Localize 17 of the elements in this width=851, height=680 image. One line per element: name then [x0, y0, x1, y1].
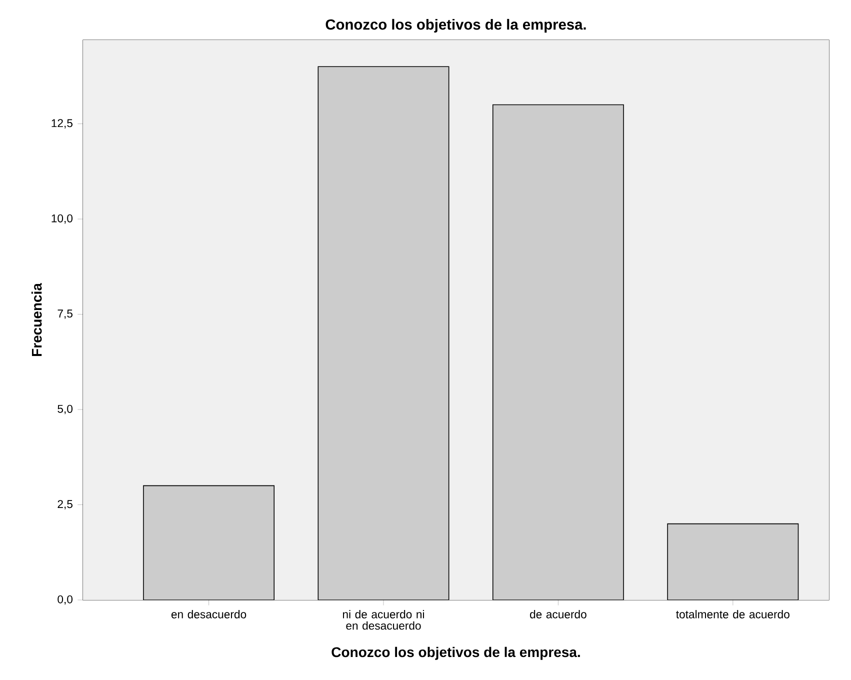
- bar: [667, 523, 799, 600]
- y-tick-label: 0,0: [58, 595, 73, 605]
- chart-title: Conozco los objetivos de la empresa.: [326, 18, 586, 33]
- y-tick-label: 7,5: [58, 310, 72, 319]
- x-tick-label: en desacuerdo: [171, 610, 246, 618]
- y-tick-label: 2,5: [58, 500, 72, 510]
- bar: [143, 485, 275, 600]
- y-tick-label: 12,5: [52, 119, 72, 128]
- x-axis-title: Conozco los objetivos de la empresa.: [332, 646, 580, 660]
- y-tick-label: 10,0: [52, 214, 73, 224]
- y-axis-title: Frecuencia: [31, 282, 42, 356]
- x-tick-label: totalmente de acuerdo: [676, 610, 790, 618]
- x-tick-label: de acuerdo: [530, 610, 586, 618]
- bar: [492, 104, 624, 600]
- x-tick-label: ni de acuerdo ni en desacuerdo: [342, 610, 424, 630]
- bar: [318, 66, 449, 600]
- y-tick-label: 5,0: [58, 404, 73, 414]
